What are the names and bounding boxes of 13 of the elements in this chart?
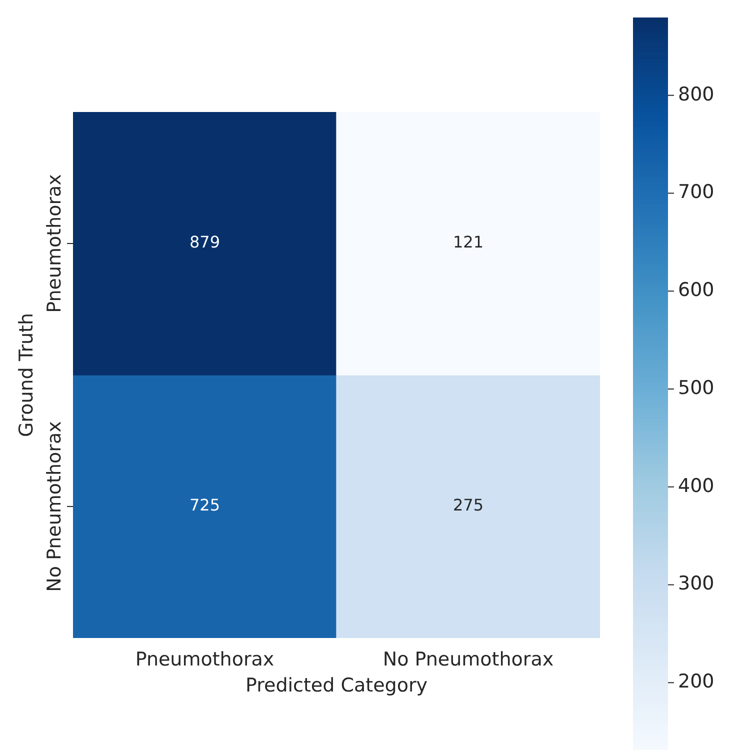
color-bar-label: 400	[678, 474, 714, 497]
data-label: 275	[452, 496, 484, 515]
color-bar-label: 800	[678, 83, 714, 106]
color-bar-label: 200	[678, 670, 714, 693]
color-bar-label: 700	[678, 181, 714, 204]
data-label: 879	[189, 232, 220, 252]
y-axis-title: Ground Truth	[15, 312, 38, 438]
color-bar-label: 300	[678, 572, 714, 595]
color-bar-label: 500	[678, 376, 714, 399]
data-label: 725	[189, 496, 220, 515]
x-axis-title: Predicted Category	[245, 674, 428, 697]
color-bar-label: 600	[678, 279, 714, 302]
data-label: 121	[452, 232, 484, 252]
